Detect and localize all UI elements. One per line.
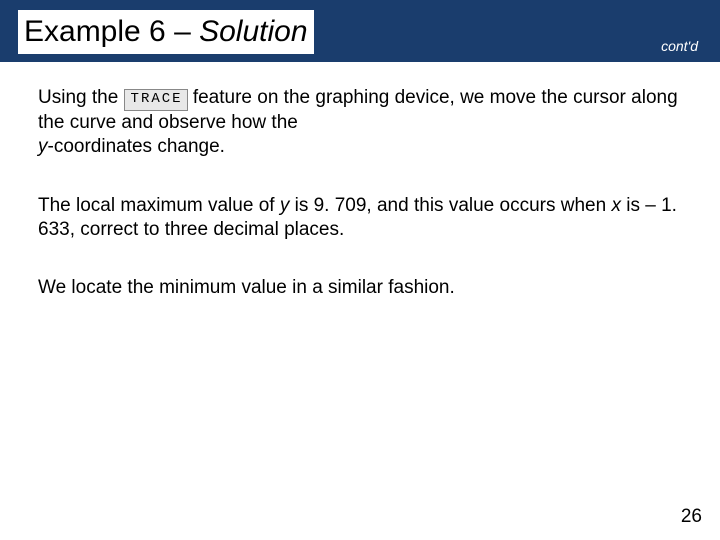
- page-number: 26: [681, 506, 702, 528]
- para2-mid: is 9. 709, and this value occurs when: [295, 195, 612, 216]
- para2-x-var: x: [611, 195, 626, 216]
- title-example: Example 6: [24, 15, 166, 48]
- paragraph-1: Using the TRACE feature on the graphing …: [38, 86, 682, 160]
- paragraph-3: We locate the minimum value in a similar…: [38, 276, 682, 300]
- continued-label: cont'd: [661, 38, 698, 54]
- para2-pre: The local maximum value of: [38, 195, 280, 216]
- title-dash: –: [166, 15, 199, 48]
- para1-y-var: y: [38, 136, 48, 157]
- slide-header: Example 6 – Solution cont'd: [0, 0, 720, 62]
- para2-y-var: y: [280, 195, 295, 216]
- para1-ycoord-rest: -coordinates change.: [48, 136, 225, 157]
- slide-content: Using the TRACE feature on the graphing …: [0, 62, 720, 300]
- para1-pre: Using the: [38, 87, 124, 108]
- slide-title: Example 6 – Solution: [24, 15, 308, 49]
- paragraph-2: The local maximum value of y is 9. 709, …: [38, 194, 682, 243]
- title-background: Example 6 – Solution: [18, 10, 314, 54]
- trace-button-icon: TRACE: [124, 89, 188, 111]
- title-solution: Solution: [199, 15, 307, 48]
